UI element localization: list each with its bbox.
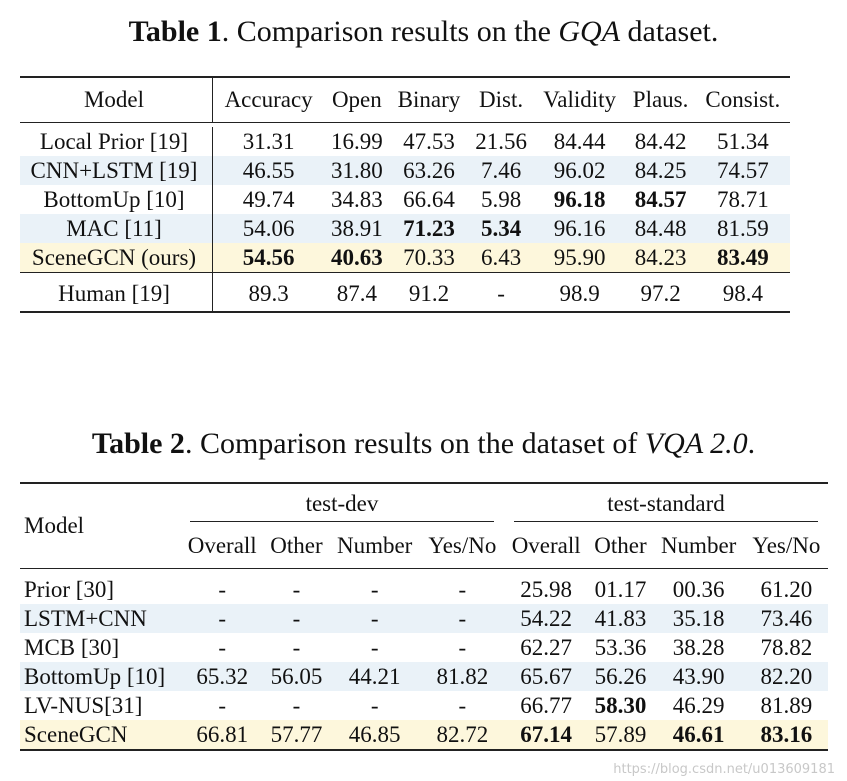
group-test-standard: test-standard: [504, 483, 828, 524]
header-model: Model: [20, 77, 213, 123]
header-plaus: Plaus.: [632, 87, 689, 112]
table-row: MCB [30] - - - - 62.27 53.36 38.28 78.82: [24, 634, 813, 660]
header-accuracy: Accuracy: [224, 87, 313, 112]
table2-caption: Table 2. Comparison results on the datas…: [91, 427, 756, 460]
header-consist: Consist.: [705, 87, 781, 112]
group-test-dev: test-dev: [180, 483, 504, 524]
header-validity: Validity: [543, 87, 617, 112]
watermark: https://blog.csdn.net/u013609181: [613, 762, 835, 777]
table2-caption-label: Table 2: [91, 427, 185, 460]
table-row: Local Prior [19] 31.31 16.99 47.53 21.56…: [20, 127, 790, 156]
table-row: BottomUp [10] 65.32 56.05 44.21 81.82 65…: [20, 662, 828, 691]
table1-caption-label: Table 1: [128, 15, 222, 48]
header-open: Open: [331, 87, 382, 112]
table-row: MAC [11] 54.06 38.91 71.23 5.34 96.16 84…: [20, 214, 790, 243]
vqa-results-table: Model test-dev test-standard Overall Oth…: [20, 482, 828, 751]
gqa-results-table: Model Accuracy Open Binary Dist. Validit…: [20, 76, 790, 313]
table-row-human: Human [19] 89.3 87.4 91.2 - 98.9 97.2 98…: [20, 277, 790, 312]
header-binary: Binary: [397, 87, 461, 112]
table-row: LV-NUS[31] - - - - 66.77 58.30 46.29 81.…: [24, 692, 813, 718]
header-model: Model: [24, 513, 85, 538]
header-dist: Dist.: [479, 87, 524, 112]
table-row: BottomUp [10] 49.74 34.83 66.64 5.98 96.…: [20, 185, 790, 214]
table-row: CNN+LSTM [19] 46.55 31.80 63.26 7.46 96.…: [20, 156, 790, 185]
table-row: SceneGCN 66.81 57.77 46.85 82.72 67.14 5…: [20, 720, 828, 750]
table-row: SceneGCN (ours) 54.56 40.63 70.33 6.43 9…: [20, 243, 790, 273]
table1-caption: Table 1. Comparison results on the GQA d…: [128, 15, 719, 48]
table2-subheader-row: Overall Other Number Yes/No Overall Othe…: [187, 533, 821, 558]
table-row: LSTM+CNN - - - - 54.22 41.83 35.18 73.46: [20, 604, 828, 633]
table2-group-row: Model test-dev test-standard: [20, 483, 828, 538]
table-row: Prior [30] - - - - 25.98 01.17 00.36 61.…: [24, 576, 813, 602]
table1-header-row: Model Accuracy Open Binary Dist. Validit…: [20, 77, 790, 123]
